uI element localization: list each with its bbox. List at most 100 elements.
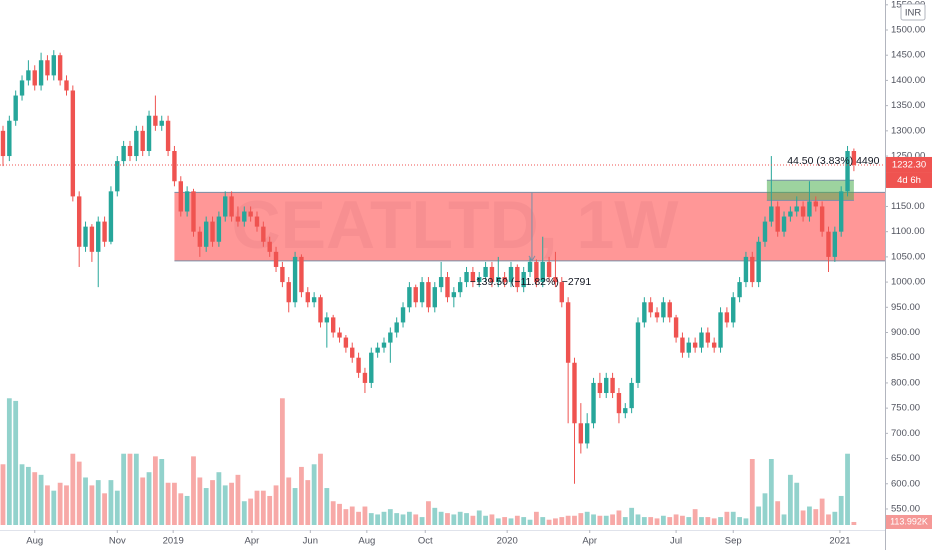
volume-bar <box>508 518 514 525</box>
candle-body <box>419 282 425 303</box>
volume-bar <box>318 453 323 525</box>
candle-body <box>769 206 774 222</box>
volume-bar <box>768 459 774 525</box>
volume-label: 113.992K <box>890 516 928 526</box>
candle-body <box>394 322 399 333</box>
y-tick-label: 1300.00 <box>891 125 925 136</box>
candle-body <box>32 70 37 86</box>
y-tick-label: 600.00 <box>891 478 920 489</box>
volume-bar <box>749 459 755 525</box>
volume-bar <box>819 498 825 525</box>
candle-body <box>616 393 622 414</box>
candle-body <box>629 382 634 409</box>
volume-bar <box>413 514 419 525</box>
volume-bar <box>597 515 603 525</box>
countdown-tag <box>886 172 932 188</box>
volume-bar <box>292 488 298 525</box>
y-tick-label: 1050.00 <box>891 251 925 262</box>
volume-bar <box>152 456 158 525</box>
candle-body <box>781 216 787 232</box>
volume-bar <box>172 482 177 525</box>
candle-body <box>807 201 812 217</box>
volume-bar <box>216 472 222 525</box>
volume-bar <box>559 517 565 525</box>
candle-body <box>692 342 698 348</box>
volume-bar <box>648 517 654 525</box>
volume-bar <box>387 509 393 525</box>
candle-body <box>273 251 279 267</box>
candle-body <box>584 423 590 444</box>
volume-bar <box>32 472 38 525</box>
candle-body <box>19 80 25 96</box>
volume-bar <box>654 518 660 525</box>
candle-body <box>464 272 469 283</box>
volume-bar <box>521 517 527 525</box>
candle-body <box>248 211 253 217</box>
candle-body <box>572 362 577 424</box>
candle-body <box>388 332 393 343</box>
candle-body <box>51 55 56 76</box>
volume-bar <box>762 493 768 525</box>
measure-label: −139.50 (−11.82%) −2791 <box>470 276 592 288</box>
candle-body <box>45 60 50 76</box>
candle-body <box>254 216 260 227</box>
volume-bar <box>0 464 6 525</box>
countdown: 4d 6h <box>897 175 921 186</box>
x-tick-label: Aug <box>26 536 43 547</box>
volume-bar <box>686 517 692 525</box>
volume-bar <box>165 482 171 525</box>
candle-body <box>369 352 374 383</box>
volume-bar <box>89 485 95 525</box>
x-tick-label: 2019 <box>163 536 184 547</box>
volume-bar <box>222 485 228 525</box>
volume-bar <box>699 517 704 525</box>
volume-bar <box>724 511 730 525</box>
volume-bar <box>781 514 787 525</box>
candle-body <box>350 347 355 358</box>
candle-body <box>178 181 183 212</box>
x-tick-label: Aug <box>358 536 375 547</box>
volume-bar <box>95 480 101 525</box>
volume-bar <box>51 490 57 525</box>
volume-bar <box>800 510 806 525</box>
candle-body <box>267 241 272 252</box>
volume-bar <box>540 517 546 525</box>
volume-bar <box>108 480 114 525</box>
candle-body <box>140 130 145 152</box>
candle-body <box>826 231 831 257</box>
volume-bar <box>13 400 19 525</box>
candle-body <box>280 266 285 283</box>
volume-bar <box>419 517 425 525</box>
x-tick-label: 2020 <box>497 536 518 547</box>
candle-body <box>521 272 526 288</box>
candle-body <box>718 312 723 348</box>
measure-label: 44.50 (3.83%) 4490 <box>787 155 879 167</box>
volume-bar <box>584 511 590 525</box>
candle-body <box>184 191 190 212</box>
candle-body <box>134 130 139 157</box>
candle-body <box>731 297 736 323</box>
candle-body <box>438 277 444 288</box>
volume-bar <box>553 518 558 525</box>
y-tick-label: 700.00 <box>891 428 920 439</box>
volume-bar <box>375 514 381 525</box>
candle-body <box>38 60 44 86</box>
candle-body <box>724 312 730 323</box>
y-tick-label: 800.00 <box>891 377 920 388</box>
volume-bar <box>743 518 749 525</box>
volume-bar <box>692 509 698 525</box>
volume-bar <box>711 518 717 525</box>
volume-bar <box>248 498 254 525</box>
volume-bar <box>578 513 584 525</box>
volume-bar <box>438 511 444 525</box>
volume-bar <box>807 506 812 525</box>
candle-body <box>743 256 749 283</box>
volume-bar <box>394 513 400 525</box>
currency-box <box>900 3 926 21</box>
candle-body <box>477 277 482 283</box>
volume-bar <box>349 506 355 525</box>
annotation-layer: 44.50 (3.83%) 4490 −139.50 (−11.82%) −279… <box>0 155 885 288</box>
x-tick-label: 2021 <box>829 536 850 547</box>
volume-bar <box>635 514 641 525</box>
